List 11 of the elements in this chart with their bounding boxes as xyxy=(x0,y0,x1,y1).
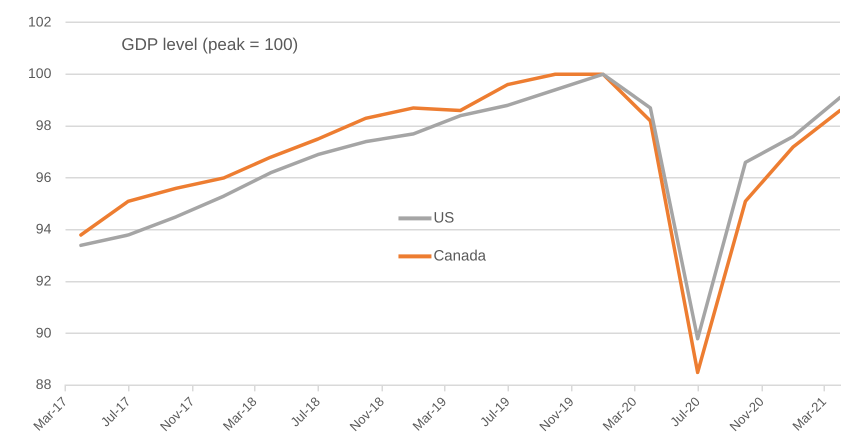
y-tick-label: 94 xyxy=(36,220,52,237)
legend-label: US xyxy=(433,210,454,227)
text: GDP level (peak = 100) xyxy=(121,35,298,54)
y-tick-label: 90 xyxy=(36,324,52,340)
y-tick-label: 98 xyxy=(36,116,52,133)
y-tick-label: 102 xyxy=(28,13,52,30)
y-tick-label: 100 xyxy=(28,65,52,82)
y-tick-label: 92 xyxy=(36,272,52,288)
y-tick-label: 96 xyxy=(36,168,52,185)
y-tick-label: 88 xyxy=(36,376,52,392)
legend-label: Canada xyxy=(433,248,487,265)
